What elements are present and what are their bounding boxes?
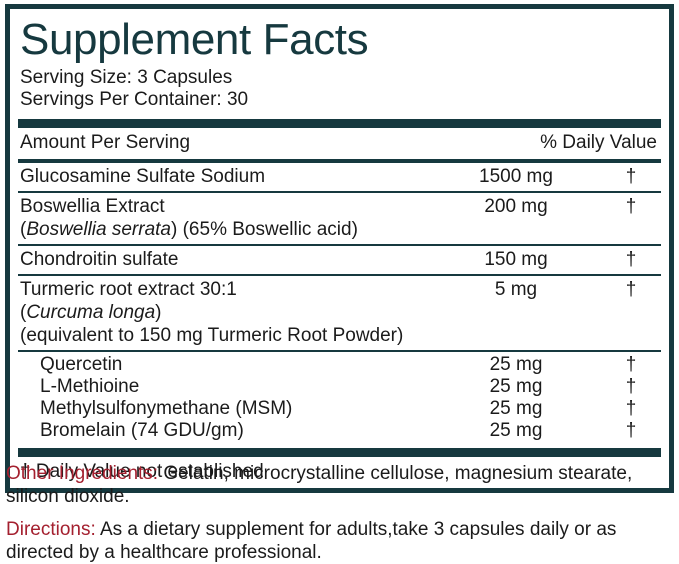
bottom-text-block: Other Ingredients: Gelatin, microcrystal… bbox=[6, 462, 674, 564]
ingredient-subtext: (Boswellia serrata) (65% Boswellic acid) bbox=[20, 218, 431, 241]
rule-row-divider bbox=[18, 244, 661, 246]
other-ingredients-paragraph: Other Ingredients: Gelatin, microcrystal… bbox=[6, 462, 674, 508]
table-row: Glucosamine Sulfate Sodium 1500 mg † bbox=[18, 163, 661, 191]
ingredient-amount: 200 mg bbox=[484, 196, 548, 217]
ingredient-subtext-prefix: ( bbox=[20, 302, 27, 323]
ingredient-daily-value: † bbox=[625, 420, 637, 441]
table-row: Methylsulfonymethane (MSM) 25 mg † bbox=[18, 398, 661, 420]
ingredient-scientific-name: Boswellia serrata bbox=[26, 219, 171, 240]
ingredient-daily-value: † bbox=[625, 166, 637, 187]
ingredient-name-block: Turmeric root extract 30:1 (Curcuma long… bbox=[18, 278, 431, 347]
ingredient-amount: 25 mg bbox=[489, 376, 543, 397]
ingredient-daily-value: † bbox=[625, 196, 637, 217]
table-row: Boswellia Extract (Boswellia serrata) (6… bbox=[18, 193, 661, 244]
ingredient-subtext-suffix: ) bbox=[155, 302, 162, 323]
rule-row-divider bbox=[18, 274, 661, 276]
table-header-row: Amount Per Serving % Daily Value bbox=[18, 128, 661, 159]
daily-value-footnote: † Daily Value not established bbox=[20, 461, 264, 482]
ingredient-amount: 25 mg bbox=[489, 420, 543, 441]
ingredient-amount: 5 mg bbox=[494, 279, 538, 300]
table-row: L-Methioine 25 mg † bbox=[18, 376, 661, 398]
ingredient-name: Boswellia Extract bbox=[20, 196, 165, 217]
amount-per-serving-header: Amount Per Serving bbox=[20, 132, 191, 153]
table-row: Quercetin 25 mg † bbox=[18, 354, 661, 376]
rule-under-header bbox=[18, 159, 661, 163]
serving-info: Serving Size: 3 Capsules Servings Per Co… bbox=[18, 67, 661, 116]
serving-size: Serving Size: 3 Capsules bbox=[20, 67, 233, 88]
servings-per-container: Servings Per Container: 30 bbox=[20, 89, 249, 110]
directions-paragraph: Directions: As a dietary supplement for … bbox=[6, 518, 674, 564]
ingredient-amount: 150 mg bbox=[484, 249, 548, 270]
panel-title: Supplement Facts bbox=[20, 15, 369, 64]
other-ingredients-text: Gelatin, microcrystalline cellulose, mag… bbox=[6, 463, 633, 507]
ingredient-subtext-suffix: ) (65% Boswellic acid) bbox=[171, 219, 358, 240]
directions-text: As a dietary supplement for adults,take … bbox=[6, 519, 617, 563]
ingredient-daily-value: † bbox=[625, 376, 637, 397]
ingredient-subtext: (Curcuma longa) bbox=[20, 301, 431, 324]
directions-label: Directions: bbox=[6, 519, 96, 540]
ingredient-daily-value: † bbox=[625, 279, 637, 300]
ingredient-name-block: Boswellia Extract (Boswellia serrata) (6… bbox=[18, 195, 431, 241]
ingredient-name: Quercetin bbox=[40, 354, 123, 375]
ingredient-name: Bromelain (74 GDU/gm) bbox=[40, 420, 244, 441]
ingredient-name: Methylsulfonymethane (MSM) bbox=[40, 398, 293, 419]
rule-row-divider bbox=[18, 350, 661, 352]
ingredient-name: Chondroitin sulfate bbox=[20, 249, 179, 270]
ingredient-daily-value: † bbox=[625, 398, 637, 419]
ingredient-daily-value: † bbox=[625, 249, 637, 270]
ingredient-amount: 25 mg bbox=[489, 354, 543, 375]
other-ingredients-label: Other Ingredients: bbox=[6, 463, 159, 484]
ingredient-name: Glucosamine Sulfate Sodium bbox=[20, 166, 266, 187]
ingredient-equivalent-note: (equivalent to 150 mg Turmeric Root Powd… bbox=[20, 325, 404, 346]
table-row: Bromelain (74 GDU/gm) 25 mg † bbox=[18, 420, 661, 442]
table-row: Chondroitin sulfate 150 mg † bbox=[18, 246, 661, 274]
supplement-facts-panel: Supplement Facts Serving Size: 3 Capsule… bbox=[5, 4, 674, 493]
ingredient-name: L-Methioine bbox=[40, 376, 140, 397]
table-row: Turmeric root extract 30:1 (Curcuma long… bbox=[18, 276, 661, 350]
daily-value-header: % Daily Value bbox=[540, 132, 657, 153]
ingredient-amount: 1500 mg bbox=[479, 166, 553, 187]
rule-row-divider bbox=[18, 191, 661, 193]
ingredient-subtext-prefix: ( bbox=[20, 219, 27, 240]
ingredient-scientific-name: Curcuma longa bbox=[26, 302, 156, 323]
rule-heavy-bottom bbox=[18, 448, 661, 457]
ingredient-daily-value: † bbox=[625, 354, 637, 375]
rule-heavy-top bbox=[18, 119, 661, 128]
ingredient-amount: 25 mg bbox=[489, 398, 543, 419]
sub-ingredient-group: Quercetin 25 mg † L-Methioine 25 mg † Me… bbox=[18, 352, 661, 445]
ingredient-name: Turmeric root extract 30:1 bbox=[20, 279, 237, 300]
